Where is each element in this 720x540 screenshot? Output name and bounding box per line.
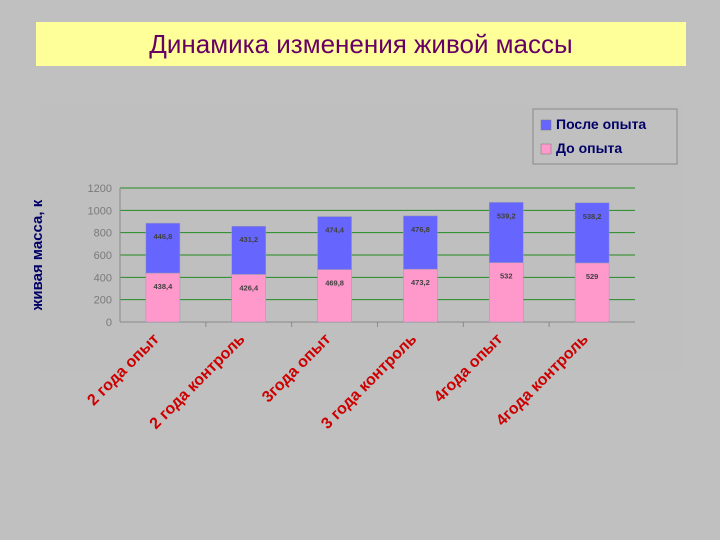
data-label: 529 [586,272,599,281]
title-banner: Динамика изменения живой массы [36,22,686,66]
legend-label: После опыта [556,116,646,132]
bar-segment [574,202,610,264]
slide-title: Динамика изменения живой массы [149,28,573,59]
y-tick-label: 200 [94,295,112,307]
bar-segment [231,274,266,323]
y-axis-title: живая масса, к [29,199,46,311]
y-tick-label: 1200 [88,183,112,195]
y-tick-label: 0 [106,317,112,329]
data-label: 426,4 [239,283,259,292]
y-tick-label: 600 [94,250,112,262]
data-label: 476,8 [411,225,430,234]
bar-segment [317,216,352,270]
data-label: 469,8 [325,279,344,288]
data-label: 473,2 [411,278,430,287]
legend-label: До опыта [556,140,622,156]
bar-segment [489,202,524,263]
bar-segment [145,222,181,274]
bar-segment [403,215,438,270]
legend-box [532,108,678,165]
legend-swatch [540,143,552,155]
data-label: 474,4 [325,226,345,235]
data-label: 431,2 [239,235,258,244]
bar-segment [403,268,438,323]
data-label: 538,2 [583,212,602,221]
data-label: 446,8 [154,232,173,241]
bar-segment [231,225,266,275]
legend-swatch [540,119,552,131]
y-tick-label: 800 [94,228,112,240]
y-tick-label: 400 [94,272,112,284]
bar-segment [145,272,181,323]
y-tick-label: 1000 [88,205,112,217]
data-label: 532 [500,272,513,281]
bar-segment [317,269,352,323]
data-label: 539,2 [497,211,516,220]
data-label: 438,4 [154,282,174,291]
